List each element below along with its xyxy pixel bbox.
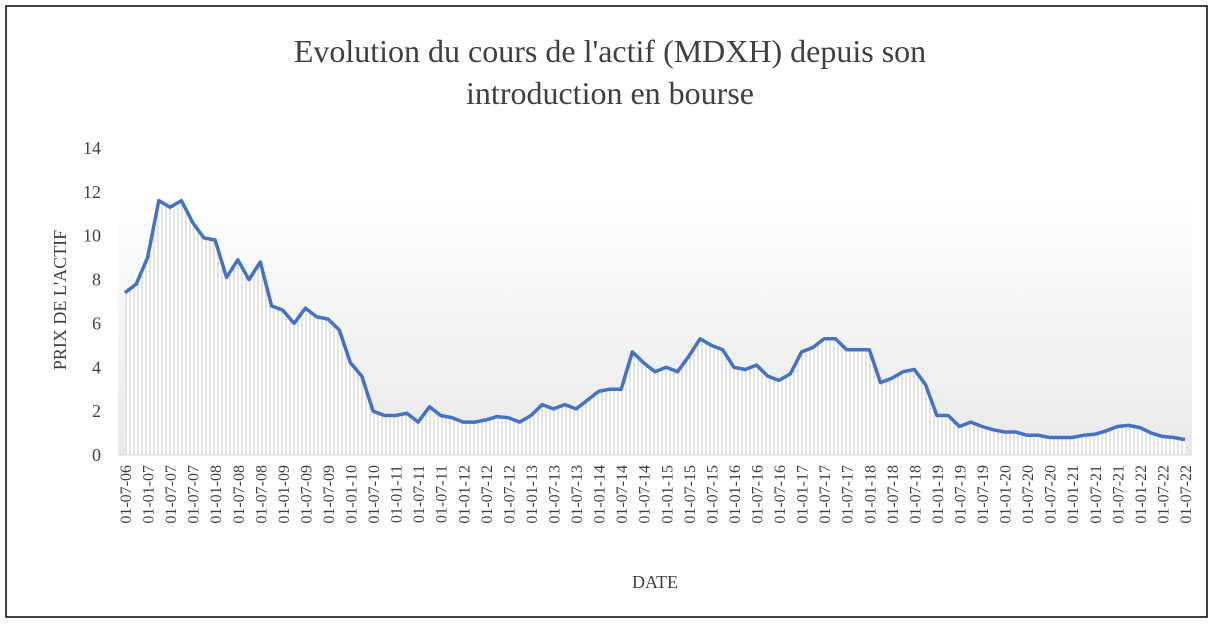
x-tick-label: 01-07-11 xyxy=(411,465,428,523)
x-tick-label: 01-07-10 xyxy=(366,465,383,524)
x-tick-label: 01-01-09 xyxy=(276,465,293,524)
x-tick-label: 01-07-08 xyxy=(253,465,270,524)
x-tick-label: 01-01-14 xyxy=(592,465,609,524)
y-tick-label: 2 xyxy=(92,401,101,421)
x-tick-label: 01-07-22 xyxy=(1155,465,1172,524)
x-tick-label: 01-07-18 xyxy=(907,465,924,524)
x-tick-label: 01-01-12 xyxy=(456,465,473,524)
x-tick-label: 01-07-11 xyxy=(434,465,451,523)
chart-title: introduction en bourse xyxy=(466,75,754,111)
x-tick-label: 01-07-09 xyxy=(298,465,315,524)
y-tick-label: 12 xyxy=(83,182,101,202)
y-axis-label: PRIX DE L'ACTIF xyxy=(50,230,70,370)
x-tick-label: 01-07-09 xyxy=(321,465,338,524)
x-tick-label: 01-07-19 xyxy=(975,465,992,524)
x-tick-label: 01-07-07 xyxy=(163,465,180,524)
x-tick-label: 01-01-07 xyxy=(141,465,158,524)
x-tick-label: 01-01-10 xyxy=(344,465,361,524)
x-tick-label: 01-07-17 xyxy=(840,465,857,524)
x-tick-label: 01-07-07 xyxy=(186,465,203,524)
y-tick-label: 8 xyxy=(92,270,101,290)
x-tick-label: 01-01-11 xyxy=(389,465,406,523)
x-tick-label: 01-01-21 xyxy=(1065,465,1082,524)
x-tick-label: 01-07-14 xyxy=(637,465,654,524)
x-tick-label: 01-07-14 xyxy=(614,465,631,524)
y-tick-label: 14 xyxy=(83,138,101,158)
x-tick-label: 01-07-08 xyxy=(231,465,248,524)
x-tick-label: 01-01-20 xyxy=(998,465,1015,524)
x-tick-label: 01-07-19 xyxy=(952,465,969,524)
x-tick-label: 01-07-18 xyxy=(885,465,902,524)
x-tick-label: 01-01-13 xyxy=(524,465,541,524)
x-tick-label: 01-07-20 xyxy=(1020,465,1037,524)
x-tick-label: 01-01-08 xyxy=(208,465,225,524)
x-tick-label: 01-01-18 xyxy=(862,465,879,524)
x-tick-label: 01-07-12 xyxy=(501,465,518,524)
x-tick-label: 01-07-06 xyxy=(118,465,135,524)
x-tick-label: 01-01-16 xyxy=(727,465,744,524)
x-tick-label: 01-07-13 xyxy=(547,465,564,524)
x-tick-label: 01-07-15 xyxy=(682,465,699,524)
x-tick-label: 01-07-21 xyxy=(1110,465,1127,524)
x-tick-label: 01-07-21 xyxy=(1088,465,1105,524)
line xyxy=(123,198,1186,442)
y-tick-label: 4 xyxy=(92,357,101,377)
x-tick-label: 01-07-15 xyxy=(704,465,721,524)
y-tick-label: 6 xyxy=(92,313,101,333)
x-tick-label: 01-01-19 xyxy=(930,465,947,524)
area xyxy=(125,200,1185,455)
x-tick-label: 01-07-12 xyxy=(479,465,496,524)
x-tick-label: 01-07-16 xyxy=(749,465,766,524)
y-tick-label: 0 xyxy=(92,445,101,465)
x-tick-label: 01-01-15 xyxy=(659,465,676,524)
x-tick-label: 01-01-17 xyxy=(795,465,812,524)
x-tick-label: 01-07-20 xyxy=(1043,465,1060,524)
x-tick-label: 01-01-22 xyxy=(1133,465,1150,524)
x-tick-label: 01-07-16 xyxy=(772,465,789,524)
chart-title: Evolution du cours de l'actif (MDXH) dep… xyxy=(294,33,926,69)
x-axis-label: DATE xyxy=(632,572,678,592)
y-tick-label: 10 xyxy=(83,226,101,246)
x-tick-label: 01-07-13 xyxy=(569,465,586,524)
x-tick-label: 01-07-17 xyxy=(817,465,834,524)
x-tick-label: 01-07-22 xyxy=(1178,465,1195,524)
